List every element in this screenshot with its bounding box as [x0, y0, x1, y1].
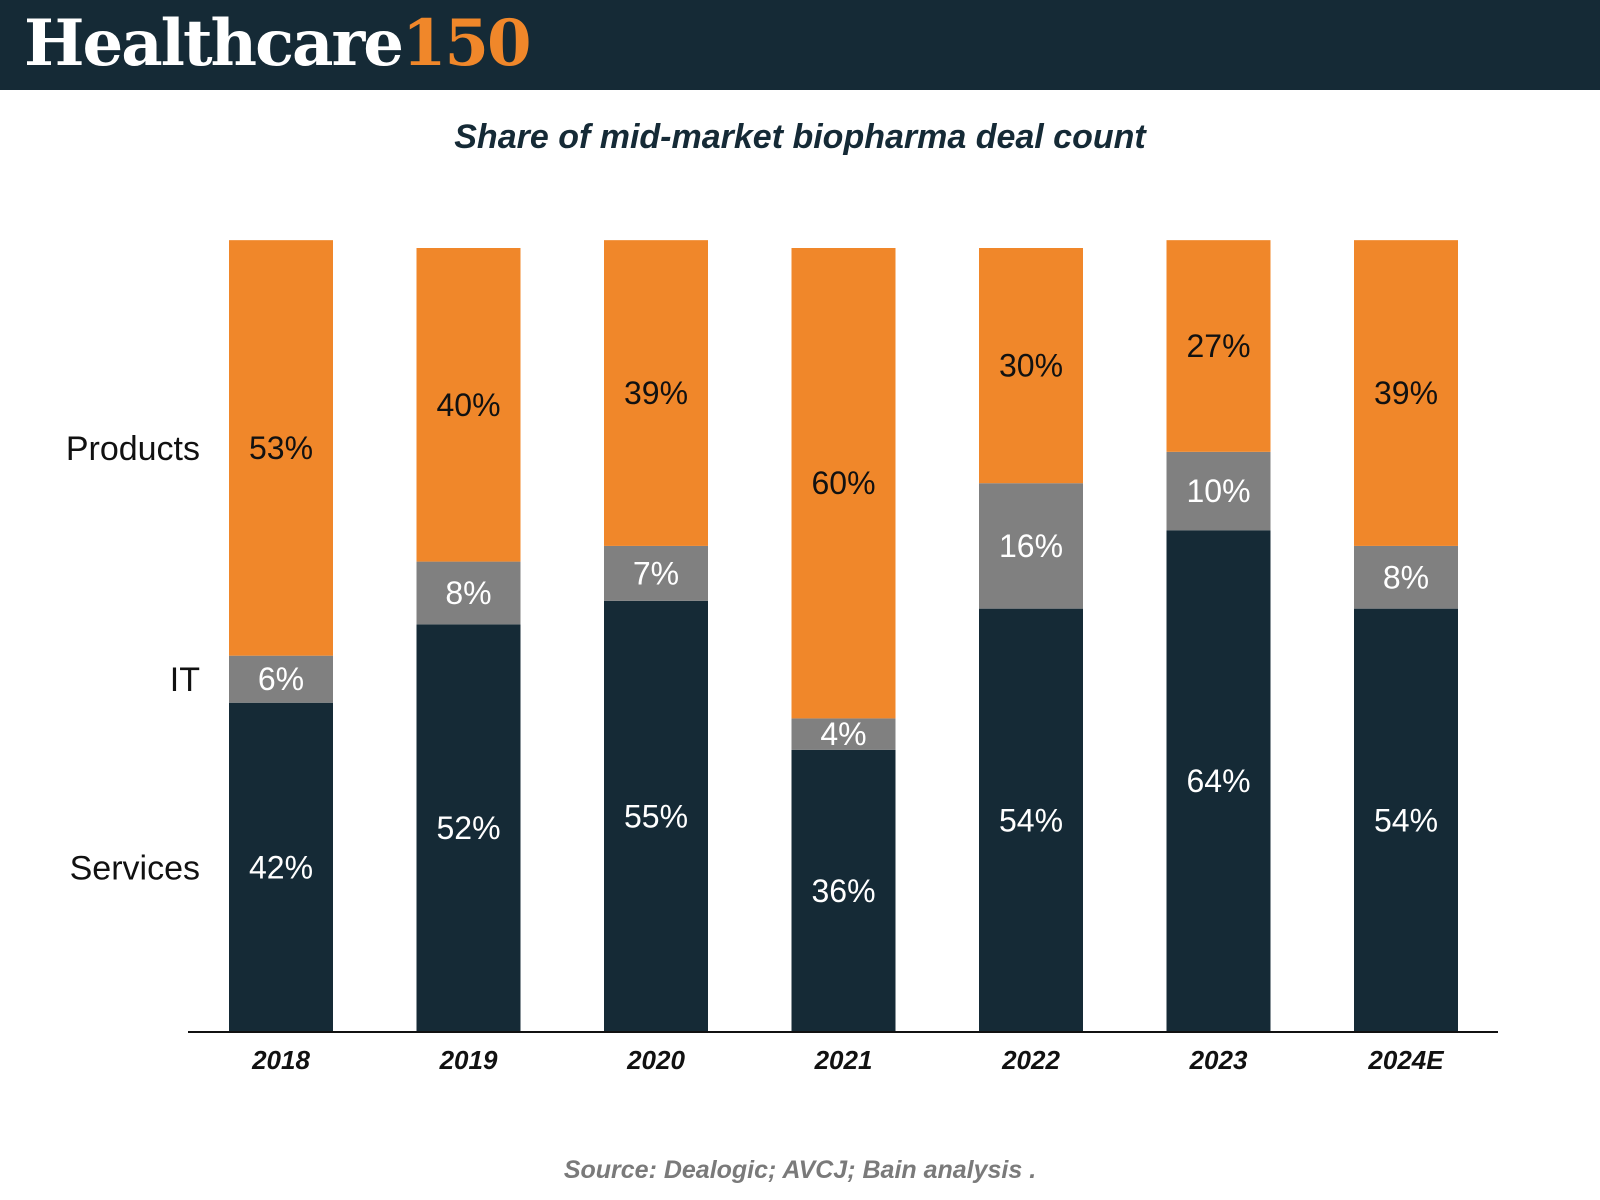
data-label-products-2022: 30% — [999, 348, 1063, 384]
x-tick-label-2023: 2023 — [1189, 1045, 1248, 1075]
bar-segment-it-2020 — [604, 545, 708, 601]
data-label-it-2020: 7% — [633, 555, 679, 591]
bar-segment-services-2024E — [1354, 608, 1458, 1032]
bar-segment-it-2024E — [1354, 545, 1458, 609]
data-label-services-2023: 64% — [1186, 763, 1250, 799]
data-label-services-2024E: 54% — [1374, 802, 1438, 838]
bar-segment-products-2018 — [229, 240, 333, 656]
data-label-it-2023: 10% — [1186, 473, 1250, 509]
bar-segment-it-2022 — [979, 483, 1083, 609]
source-note: Source: Dealogic; AVCJ; Bain analysis . — [563, 1156, 1037, 1184]
bar-segment-products-2021 — [791, 248, 896, 719]
bar-segment-products-2024E — [1354, 240, 1458, 546]
data-label-products-2024E: 39% — [1374, 375, 1438, 411]
data-label-it-2022: 16% — [999, 528, 1063, 564]
series-label-services: Services — [70, 849, 200, 887]
series-label-products: Products — [66, 430, 200, 468]
bar-segment-services-2020 — [604, 600, 708, 1032]
header-bar: Healthcare150 — [0, 0, 1600, 90]
x-tick-label-2024E: 2024E — [1367, 1045, 1444, 1075]
brand-number: 150 — [401, 6, 532, 81]
x-tick-label-2022: 2022 — [1001, 1045, 1060, 1075]
data-label-services-2018: 42% — [249, 849, 313, 885]
bar-segment-services-2023 — [1166, 530, 1271, 1032]
data-label-products-2020: 39% — [624, 375, 688, 411]
data-label-services-2022: 54% — [999, 802, 1063, 838]
series-label-it: IT — [170, 661, 200, 699]
bar-segment-services-2018 — [229, 702, 333, 1032]
data-label-products-2021: 60% — [811, 465, 875, 501]
brand-logo: Healthcare150 — [24, 6, 532, 81]
brand-name: Healthcare — [24, 6, 404, 81]
x-tick-label-2019: 2019 — [439, 1045, 498, 1075]
data-label-services-2021: 36% — [811, 873, 875, 909]
data-label-products-2019: 40% — [436, 387, 500, 423]
bar-segment-products-2020 — [604, 240, 708, 546]
data-label-it-2021: 4% — [820, 716, 866, 752]
data-label-it-2019: 8% — [445, 575, 491, 611]
bar-segment-it-2019 — [416, 561, 521, 625]
x-tick-label-2021: 2021 — [814, 1045, 873, 1075]
bar-segment-services-2022 — [979, 608, 1083, 1032]
bar-segment-it-2023 — [1166, 451, 1271, 531]
data-label-services-2019: 52% — [436, 810, 500, 846]
data-label-it-2018: 6% — [258, 661, 304, 697]
data-label-it-2024E: 8% — [1383, 559, 1429, 595]
bar-segment-products-2019 — [416, 248, 521, 562]
bar-segment-services-2021 — [791, 749, 896, 1032]
bar-segment-services-2019 — [416, 624, 521, 1032]
bar-segment-it-2021 — [791, 718, 896, 750]
bar-segment-products-2023 — [1166, 240, 1271, 452]
bar-segment-products-2022 — [979, 248, 1083, 484]
bar-segment-it-2018 — [229, 655, 333, 703]
x-tick-label-2018: 2018 — [251, 1045, 310, 1075]
data-label-services-2020: 55% — [624, 798, 688, 834]
x-tick-label-2020: 2020 — [626, 1045, 685, 1075]
chart-title: Share of mid-market biopharma deal count — [454, 118, 1146, 156]
data-label-products-2023: 27% — [1186, 328, 1250, 364]
data-label-products-2018: 53% — [249, 430, 313, 466]
